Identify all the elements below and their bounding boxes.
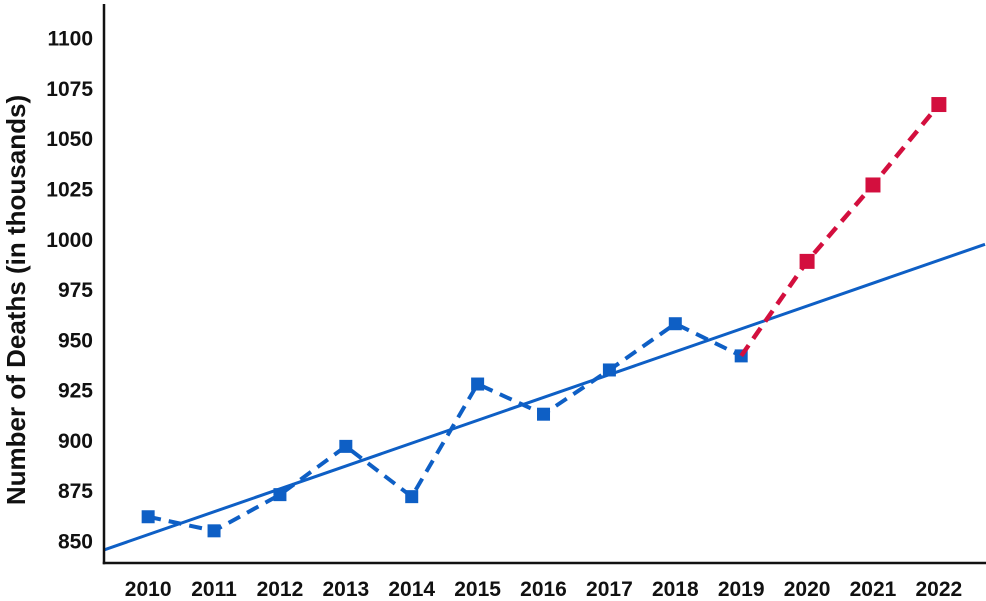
data-point-observed-deaths-2011 xyxy=(207,524,221,538)
y-tick-label-1075: 1075 xyxy=(46,78,93,101)
y-tick-label-1025: 1025 xyxy=(46,178,93,201)
data-point-observed-deaths-2012 xyxy=(273,488,287,502)
x-tick-label-2010: 2010 xyxy=(125,578,172,601)
data-point-excess-deaths-2020-2022-2020 xyxy=(799,253,815,269)
y-tick-label-975: 975 xyxy=(58,279,93,302)
data-point-observed-deaths-2015 xyxy=(471,377,485,391)
x-tick-label-2017: 2017 xyxy=(586,578,633,601)
series-line-linear-trend xyxy=(103,242,986,552)
data-point-excess-deaths-2020-2022-2022 xyxy=(931,97,947,113)
x-tick-label-2021: 2021 xyxy=(850,578,897,601)
y-tick-label-1050: 1050 xyxy=(46,128,93,151)
y-tick-label-875: 875 xyxy=(58,480,93,503)
data-point-observed-deaths-2010 xyxy=(141,510,155,524)
y-tick-label-950: 950 xyxy=(58,329,93,352)
y-axis-title: Number of Deaths (in thousands) xyxy=(1,95,31,505)
data-point-excess-deaths-2020-2022-2021 xyxy=(865,177,881,193)
y-tick-label-850: 850 xyxy=(58,530,93,553)
x-tick-label-2013: 2013 xyxy=(322,578,369,601)
y-tick-label-925: 925 xyxy=(58,380,93,403)
x-tick-label-2012: 2012 xyxy=(257,578,304,601)
data-point-observed-deaths-2017 xyxy=(602,363,616,377)
y-tick-label-900: 900 xyxy=(58,430,93,453)
data-point-observed-deaths-2014 xyxy=(405,490,419,504)
series-line-observed-deaths xyxy=(147,321,743,533)
x-tick-label-2015: 2015 xyxy=(454,578,501,601)
data-point-observed-deaths-2013 xyxy=(339,439,353,453)
data-point-observed-deaths-2016 xyxy=(537,407,551,421)
y-tick-label-1100: 1100 xyxy=(47,28,93,51)
x-tick-label-2016: 2016 xyxy=(520,578,567,601)
x-tick-label-2020: 2020 xyxy=(784,578,831,601)
x-tick-label-2022: 2022 xyxy=(916,578,963,601)
x-tick-label-2018: 2018 xyxy=(652,578,699,601)
y-tick-label-1000: 1000 xyxy=(46,229,93,252)
x-tick-label-2019: 2019 xyxy=(718,578,765,601)
x-tick-label-2014: 2014 xyxy=(388,578,435,601)
x-tick-label-2011: 2011 xyxy=(191,578,237,601)
data-point-observed-deaths-2018 xyxy=(668,317,682,331)
